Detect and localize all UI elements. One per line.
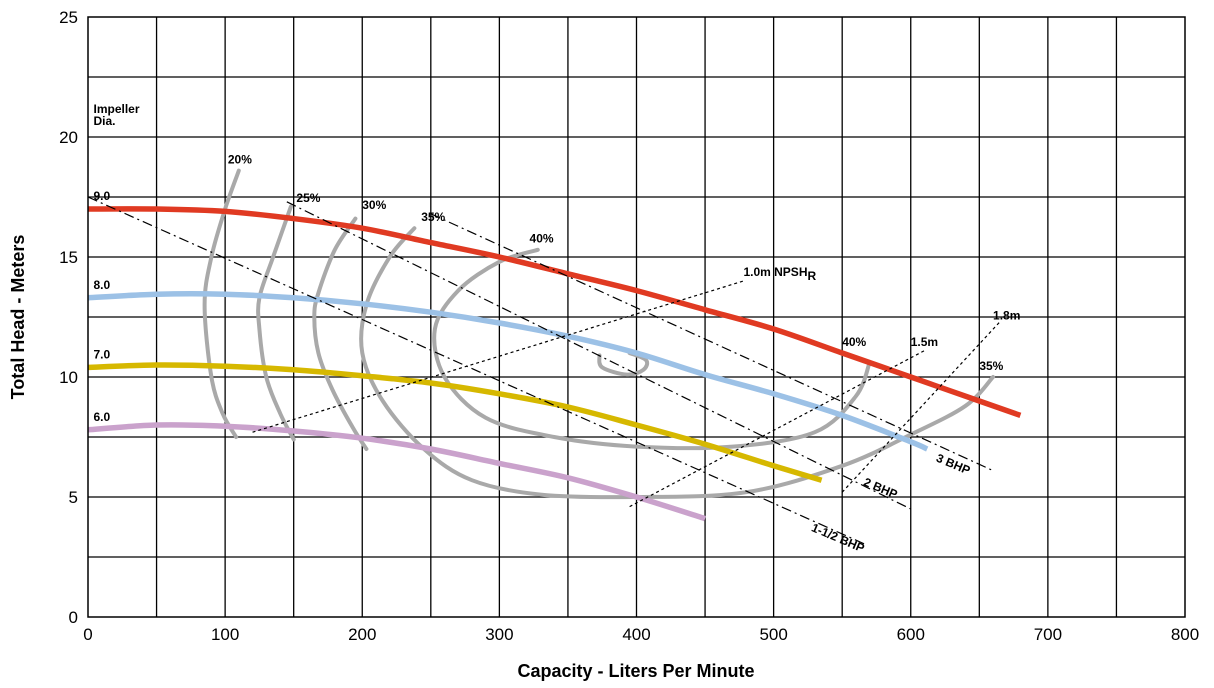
bhp-line	[286, 201, 912, 510]
y-tick-label: 20	[59, 128, 78, 147]
grid	[88, 17, 1185, 617]
impeller-curves	[87, 206, 1022, 522]
impeller-label: 8.0	[93, 278, 110, 292]
efficiency-curve	[312, 216, 369, 451]
efficiency-label: 40%	[842, 335, 866, 349]
impeller-label: 6.0	[93, 410, 110, 424]
npsh-label: 1.8m	[993, 308, 1020, 322]
npsh-line	[629, 350, 925, 508]
annotation-labels: 20% 25% 30% 35% 40% 40% 35% 9.0 8.0 7.0 6.0 Impelle…	[93, 102, 1020, 555]
x-axis-title: Capacity - Liters Per Minute	[517, 661, 754, 681]
y-tick-label: 10	[59, 368, 78, 387]
x-tick-label: 700	[1034, 625, 1062, 644]
npsh-subscript: R	[807, 269, 816, 283]
impeller-label: 9.0	[93, 189, 110, 203]
x-tick-label: 100	[211, 625, 239, 644]
efficiency-curve	[597, 351, 650, 377]
npsh-label: 1.5m	[911, 335, 938, 349]
bhp-line	[87, 196, 868, 546]
efficiency-label: 35%	[979, 359, 1003, 373]
efficiency-curve	[432, 247, 872, 451]
bhp-lines	[87, 196, 994, 546]
x-tick-label: 500	[759, 625, 787, 644]
efficiency-label: 25%	[296, 191, 320, 205]
efficiency-label: 30%	[362, 198, 386, 212]
tick-labels: 0 100 200 300 400 500 600 700 800 0 5 10 15 20 25	[59, 8, 1199, 644]
npsh-line	[252, 280, 744, 433]
y-tick-label: 25	[59, 8, 78, 27]
y-axis-title: Total Head - Meters	[8, 235, 28, 400]
efficiency-label: 40%	[530, 232, 554, 246]
npsh-label: 1.0m NPSHR	[743, 265, 816, 283]
bhp-line	[430, 213, 994, 472]
bhp-label: 3 BHP	[934, 451, 972, 478]
bhp-label: 1-1/2 BHP	[809, 520, 866, 555]
impeller-dia-label: Impeller	[93, 102, 139, 116]
x-tick-label: 600	[897, 625, 925, 644]
npsh-lines	[252, 280, 1001, 508]
efficiency-label: 20%	[228, 152, 252, 166]
impeller-curve	[87, 291, 929, 452]
impeller-label: 7.0	[93, 347, 110, 361]
plot-frame	[87, 16, 1186, 618]
x-tick-label: 0	[83, 625, 92, 644]
x-tick-label: 800	[1171, 625, 1199, 644]
npsh-line	[841, 321, 1001, 493]
x-tick-label: 300	[485, 625, 513, 644]
efficiency-curve	[256, 204, 296, 442]
x-tick-label: 400	[622, 625, 650, 644]
y-tick-label: 5	[69, 488, 78, 507]
impeller-curve	[87, 206, 1022, 418]
efficiency-curve	[359, 226, 995, 500]
y-tick-label: 15	[59, 248, 78, 267]
x-tick-label: 200	[348, 625, 376, 644]
impeller-curve	[87, 422, 706, 522]
impeller-curve	[87, 362, 823, 483]
y-tick-label: 0	[69, 608, 78, 627]
efficiency-label: 35%	[421, 210, 445, 224]
impeller-dia-label: Dia.	[93, 114, 115, 128]
